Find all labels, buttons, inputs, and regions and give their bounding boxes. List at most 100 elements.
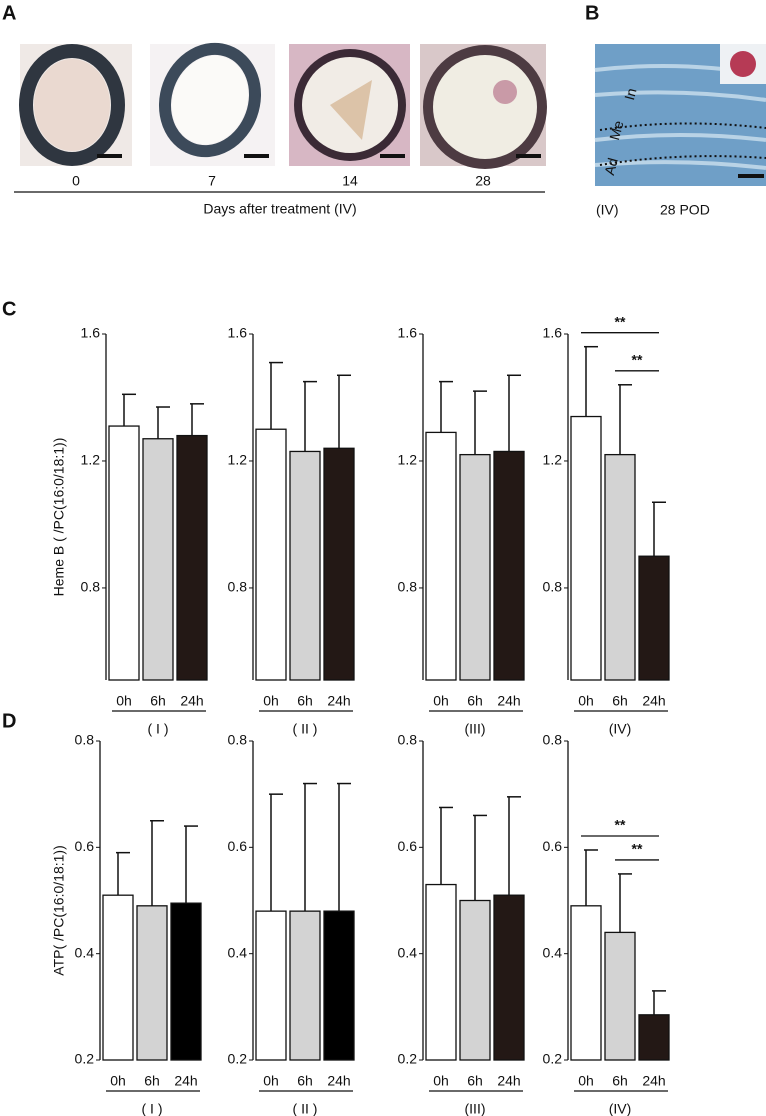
y-tick-label: 0.2 [543,1051,563,1067]
x-tick-label: 6h [144,1073,160,1089]
bar [170,902,202,1061]
day-label: 7 [208,173,216,189]
x-tick-label: 6h [150,693,166,709]
x-tick-label: 0h [263,1073,279,1089]
y-tick-label: 0.4 [228,944,248,960]
y-tick-label: 0.6 [543,838,563,854]
histology-image-b: In Me Ad [594,44,766,186]
bar [255,910,287,1061]
y-tick-label: 0.6 [398,838,418,854]
y-tick-label: 1.2 [543,452,563,468]
bar [425,431,457,681]
group-label: ( I ) [142,1101,163,1116]
group-label: (IV) [609,721,632,737]
y-tick-label: 0.8 [81,579,101,595]
x-tick-label: 6h [467,1073,483,1089]
x-tick-label: 6h [297,1073,313,1089]
bar [493,894,525,1061]
significance-label: ** [632,351,643,367]
x-tick-label: 0h [433,1073,449,1089]
x-tick-label: 6h [467,693,483,709]
bar [570,415,602,681]
y-tick-label: 0.8 [398,579,418,595]
bar [604,453,636,681]
group-label: (III) [465,1101,486,1116]
y-tick-label: 0.2 [228,1051,248,1067]
y-tick-label: 0.2 [398,1051,418,1067]
day-label: 14 [342,173,358,189]
time-label: 28 POD [660,202,710,218]
panel-label: A [2,2,16,24]
histology-images [19,42,547,169]
y-tick-label: 1.6 [543,325,563,341]
x-tick-label: 0h [578,693,594,709]
x-tick-label: 24h [642,1073,665,1089]
bar [142,438,174,681]
y-tick-label: 1.6 [398,325,418,341]
x-tick-label: 0h [578,1073,594,1089]
y-tick-label: 0.6 [75,838,95,854]
y-tick-label: 0.8 [543,732,563,748]
significance-label: ** [615,817,626,833]
panel-label: D [2,710,16,732]
layer-label: Ad [601,156,621,177]
panel-label: B [585,2,599,24]
bar [459,899,491,1061]
significance-label: ** [615,313,626,329]
bar [323,447,355,681]
y-tick-label: 1.2 [398,452,418,468]
x-tick-label: 24h [497,1073,520,1089]
group-label: ( II ) [293,1101,318,1116]
y-tick-label: 1.2 [81,452,101,468]
y-axis-label: Heme B ( /PC(16:0/18:1)) [51,438,67,597]
bar [102,894,134,1061]
y-tick-label: 0.8 [398,732,418,748]
bar [638,555,670,681]
group-label: (III) [465,721,486,737]
y-tick-label: 0.8 [228,579,248,595]
y-tick-label: 0.2 [75,1051,95,1067]
bar [136,905,168,1061]
x-tick-label: 0h [110,1073,126,1089]
x-tick-label: 24h [642,693,665,709]
x-tick-label: 0h [433,693,449,709]
x-tick-label: 6h [612,693,628,709]
day-label: 0 [72,173,80,189]
x-tick-label: 6h [612,1073,628,1089]
y-tick-label: 0.8 [228,732,248,748]
group-label: (IV) [596,202,619,218]
group-label: ( I ) [148,721,169,737]
x-tick-label: 24h [180,693,203,709]
x-tick-label: 0h [263,693,279,709]
bar [570,905,602,1061]
day-label: 28 [475,173,491,189]
y-tick-label: 0.6 [228,838,248,854]
group-label: ( II ) [293,721,318,737]
layer-label: Me [606,119,627,142]
y-axis-label: ATP( /PC(16:0/18:1)) [51,845,67,975]
significance-label: ** [632,841,643,857]
y-tick-label: 1.6 [81,325,101,341]
bar [425,883,457,1061]
y-tick-label: 0.4 [543,944,563,960]
bar [493,450,525,681]
y-tick-label: 1.6 [228,325,248,341]
y-tick-label: 0.8 [543,579,563,595]
group-label: (IV) [609,1101,632,1116]
bar [176,434,208,681]
x-tick-label: 24h [327,1073,350,1089]
y-tick-label: 0.4 [75,944,95,960]
bar [255,428,287,681]
y-tick-label: 0.8 [75,732,95,748]
x-tick-label: 0h [116,693,132,709]
bar [638,1014,670,1061]
axis-caption: Days after treatment (IV) [203,201,356,217]
layer-label: In [621,86,639,101]
bar [289,450,321,681]
bar [459,453,491,681]
x-tick-label: 24h [497,693,520,709]
x-tick-label: 24h [174,1073,197,1089]
x-tick-label: 24h [327,693,350,709]
y-tick-label: 0.4 [398,944,418,960]
